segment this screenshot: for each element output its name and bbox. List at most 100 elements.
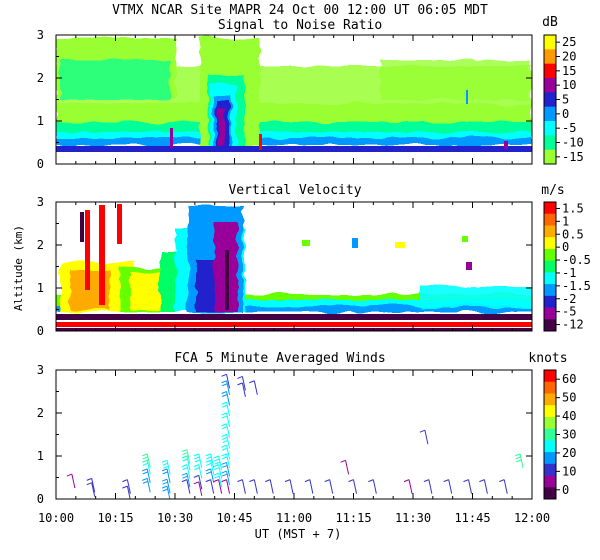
wind-barb-feather [194,467,200,471]
vv-speck-2 [352,238,358,248]
vv-low-band-cyan [160,300,532,310]
wind-barb-feather [284,479,291,483]
wind-barb-feather [213,472,219,476]
wind-barb [324,479,334,494]
wind-barb-staff [166,468,171,484]
vv-speck-1 [302,240,310,246]
colorbar-tick-label: 20 [562,50,576,64]
wind-barb [213,455,223,471]
wind-barb-feather [206,459,213,463]
vv-red-streak-1 [85,210,90,290]
wind-ytick-label: 3 [37,363,44,377]
wind-barb-feather [221,470,227,474]
wind-barb-feather [205,479,211,483]
wind-barb [221,470,231,486]
colorbar-tick-label: 1.5 [562,201,584,215]
colorbar-swatch [544,393,556,406]
wind-barb-feather [142,456,149,460]
snr-spike-2 [259,134,262,150]
wind-barb-feather [213,479,219,483]
wind-barb-staff [71,473,76,489]
colorbar-tick-label: -1 [562,266,576,280]
wind-barb-feather [221,380,227,384]
wind-barb-feather [161,468,168,472]
wind-barb-staff [146,478,151,493]
colorbar-tick-label: -0.5 [562,253,591,267]
colorbar-tick-label: -10 [562,136,584,150]
wind-barb-staff [353,479,357,494]
wind-barb-feather [142,477,148,481]
wind-barb-staff [226,380,231,395]
colorbar-tick-label: 50 [562,391,576,405]
wind-barb-feather [163,465,169,469]
wind-barb-staff [166,485,171,499]
wind-barb [161,459,171,475]
wind-barb-staff [226,374,231,389]
wind-barb [249,380,258,395]
colorbar-tick-label: 30 [562,428,576,442]
wind-barb-staff [198,475,203,490]
x-tick-label: 10:00 [38,511,74,525]
colorbar-swatch [544,307,556,320]
colorbar-tick-label: -12 [562,318,584,332]
wind-barb-staff [241,382,246,398]
wind-barb [181,449,191,464]
wind-panel: FCA 5 Minute Averaged Winds knots 60 50 40… [66,351,576,500]
colorbar-tick-label: -5 [562,305,576,319]
wind-barb-feather [514,453,521,457]
wind-barb [213,479,223,494]
wind-barb-staff [218,455,223,471]
wind-barb-staff [483,479,488,494]
x-tick-label: 11:00 [276,511,312,525]
wind-barb [205,468,215,484]
wind-barb [161,468,171,484]
snr-ytick-label: 1 [37,114,44,128]
snr-spike-3 [466,90,468,104]
vv-mid-yellow [130,272,160,310]
wind-barb-staff [126,479,131,494]
colorbar-tick-label: 20 [562,446,576,460]
colorbar-swatch [544,202,556,215]
wind-barb [142,468,151,484]
wind-barb [181,464,191,479]
wind-barb-feather [86,477,92,481]
wind-barb-feather [66,473,73,477]
snr-left-patch-2 [60,60,170,100]
wind-barb [368,479,377,494]
wind-barb-feather [193,481,199,485]
wind-barb [221,401,231,417]
colorbar-tick-label: 10 [562,464,576,478]
vv-right-cyan [420,286,532,308]
wind-barb [463,479,473,494]
wind-barb-feather [162,481,168,485]
wind-barb-staff [198,464,203,479]
wind-barb-feather [214,467,220,471]
wind-barb [237,479,246,494]
wind-barb [221,391,231,406]
panel-frames: 0 1 2 3 0 1 2 3 0 1 2 3 [37,28,533,506]
wind-barb-staff [309,479,314,494]
wind-barb [423,479,433,494]
wind-barb [86,482,96,497]
wind-barb [221,434,231,449]
colorbar-tick-label: -1.5 [562,279,591,293]
colorbar-swatch [544,428,556,441]
wind-barb-feather [221,444,227,448]
wind-barb-feather [214,458,220,462]
wind-barb [348,479,357,494]
wind-barb-feather [221,456,228,460]
vv-red-streak-2 [99,205,105,305]
colorbar-tick-label: 40 [562,409,576,423]
vv-low-band-blue [56,306,532,312]
wind-units-label: knots [528,351,567,366]
wind-barb-feather [122,485,128,489]
wind-barb-staff [186,479,191,494]
colorbar-tick-label: 60 [562,372,576,386]
wind-barb-staff [226,470,231,486]
wind-barb-staff [218,479,223,494]
wind-barb-feather [222,440,228,443]
colorbar-swatch [544,260,556,273]
wind-barb [403,479,413,494]
wind-barb-feather [221,373,227,377]
